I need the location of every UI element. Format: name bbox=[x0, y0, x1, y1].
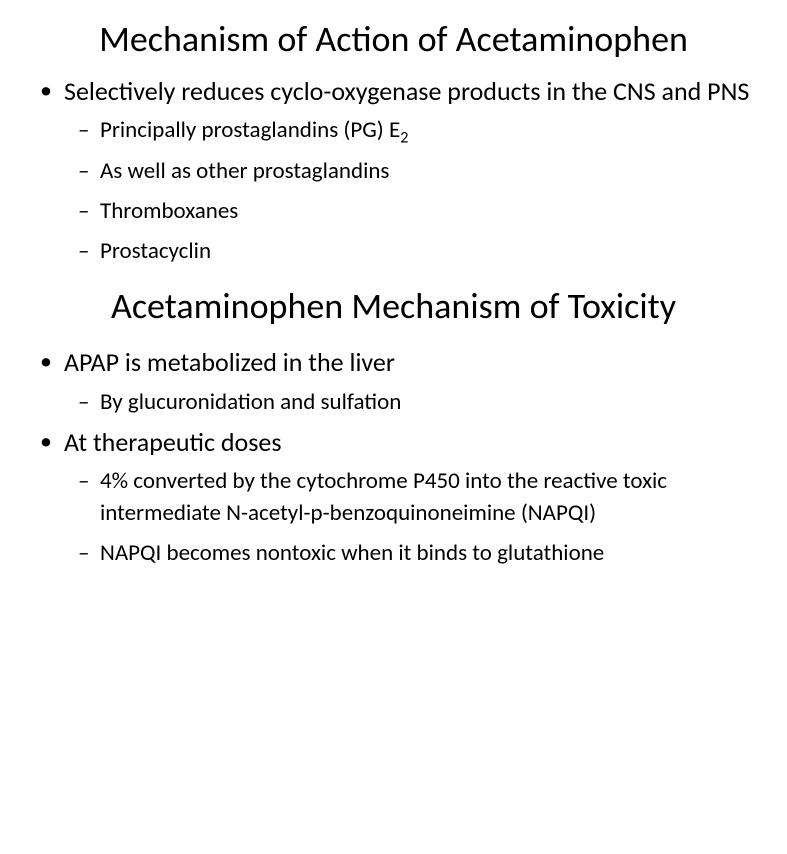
bullet-item: APAP is metabolized in the liver By gluc… bbox=[30, 346, 757, 417]
sub-bullet-text: Prostacyclin bbox=[100, 237, 211, 265]
sub-bullet-item: NAPQI becomes nontoxic when it binds to … bbox=[64, 537, 757, 569]
sub-bullet-text: Principally prostaglandins (PG) E2 bbox=[100, 116, 408, 144]
sub-bullet-text: As well as other prostaglandins bbox=[100, 157, 389, 185]
bullet-text: Selectively reduces cyclo-oxygenase prod… bbox=[64, 75, 749, 107]
section-title-1: Mechanism of Action of Acetaminophen bbox=[30, 18, 757, 61]
bullet-item: Selectively reduces cyclo-oxygenase prod… bbox=[30, 75, 757, 267]
sub-bullet-list: Principally prostaglandins (PG) E2 As we… bbox=[64, 114, 757, 267]
bullet-text: APAP is metabolized in the liver bbox=[64, 346, 395, 378]
sub-bullet-item: By glucuronidation and sulfation bbox=[64, 386, 757, 418]
bullet-text: At therapeutic doses bbox=[64, 426, 282, 458]
slide-page: Mechanism of Action of Acetaminophen Sel… bbox=[0, 0, 787, 854]
sub-bullet-item: Prostacyclin bbox=[64, 235, 757, 267]
sub-bullet-list: By glucuronidation and sulfation bbox=[64, 386, 757, 418]
bullet-item: At therapeutic doses 4% converted by the… bbox=[30, 426, 757, 570]
sub-bullet-text: NAPQI becomes nontoxic when it binds to … bbox=[100, 539, 604, 567]
sub-bullet-text: Thromboxanes bbox=[100, 197, 238, 225]
sub-bullet-list: 4% converted by the cytochrome P450 into… bbox=[64, 465, 757, 570]
sub-bullet-text: 4% converted by the cytochrome P450 into… bbox=[100, 467, 667, 527]
sub-bullet-item: Thromboxanes bbox=[64, 195, 757, 227]
sub-bullet-item: Principally prostaglandins (PG) E2 bbox=[64, 114, 757, 146]
sub-bullet-item: As well as other prostaglandins bbox=[64, 155, 757, 187]
sub-bullet-item: 4% converted by the cytochrome P450 into… bbox=[64, 465, 757, 529]
section-title-2: Acetaminophen Mechanism of Toxicity bbox=[30, 285, 757, 328]
bullet-list-2: APAP is metabolized in the liver By gluc… bbox=[30, 346, 757, 569]
bullet-list-1: Selectively reduces cyclo-oxygenase prod… bbox=[30, 75, 757, 267]
sub-bullet-text: By glucuronidation and sulfation bbox=[100, 388, 401, 416]
